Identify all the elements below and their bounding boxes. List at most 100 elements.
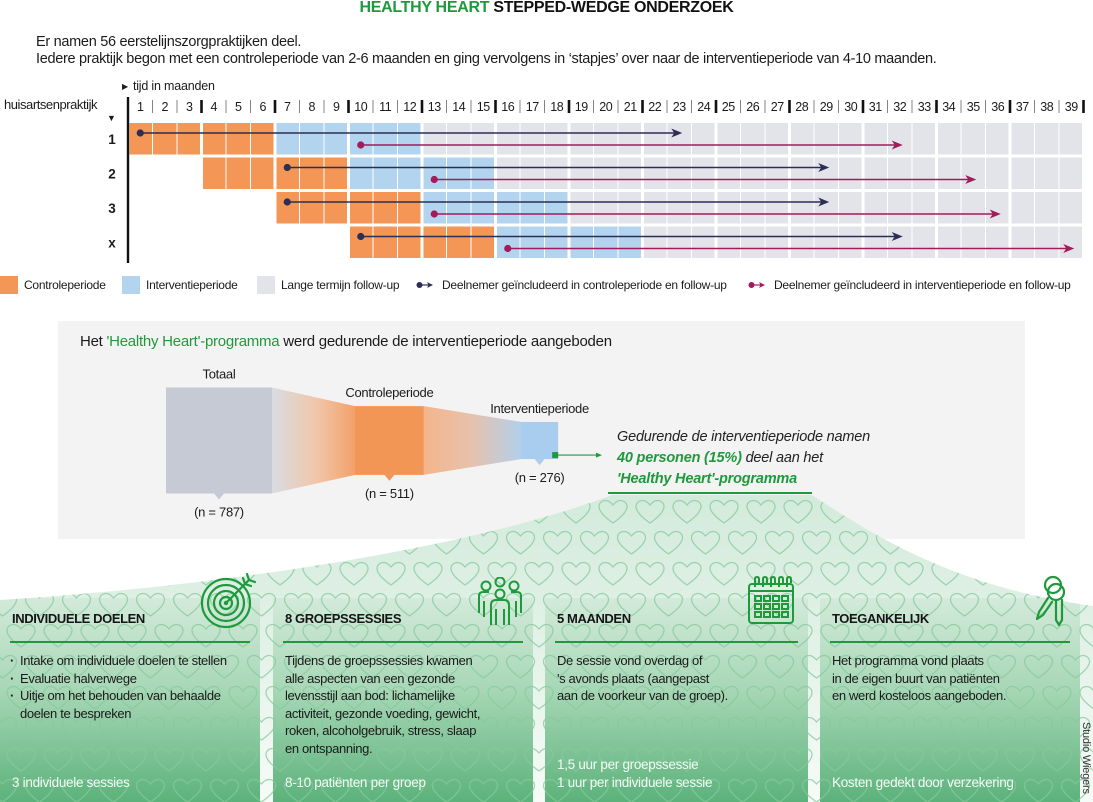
cell-followup [545,157,568,189]
cell-control [226,123,250,155]
control-participant-arrowhead [818,197,830,207]
cell-control [226,157,250,189]
cell-followup [644,123,667,155]
funnel-count-label: (n = 511) [365,486,414,501]
card-body: Tijdens de groepssessies kwamen alle asp… [285,652,527,757]
cell-intervention [324,123,347,155]
month-separator [911,100,913,113]
control-participant-start-dot [357,232,365,241]
cell-followup [765,123,788,155]
month-label: 1 [137,100,144,114]
cell-intervention [447,192,471,224]
bullet-item: Uitje om het behouden van behaalde doele… [10,687,252,722]
month-separator [887,100,888,113]
panel-heading: Het 'Healthy Heart'-programma werd gedur… [80,333,612,351]
card-divider [10,641,250,643]
cell-control [203,157,226,189]
month-label: 21 [624,100,638,114]
intervention-participant-arrowhead [989,209,1001,219]
cell-followup [520,123,544,155]
cell-followup [912,226,935,258]
group-separator [420,100,424,113]
cell-control [153,123,177,155]
legend-intervention-participant: Deelnemer geïncludeerd in interventieper… [748,276,1071,294]
card-individual-goals: INDIVIDUELE DOELEN Intake om individuele… [0,572,260,802]
practice-axis-label: huisartsenpraktijk [4,97,98,112]
cell-followup [520,157,544,189]
funnel-transition [272,387,355,494]
month-separator [1058,100,1060,113]
intervention-participant-arrowhead [965,175,977,184]
cell-intervention [471,192,494,224]
cell-control [447,226,471,258]
funnel-box-total [166,387,272,494]
card-body: Het programma vond plaats in de eigen bu… [832,652,1074,705]
intro-line: Iedere praktijk begon met een controlepe… [36,51,937,67]
group-separator [347,100,350,113]
cell-intervention [618,226,641,258]
cell-followup [692,123,715,155]
cell-intervention [594,226,618,258]
cell-control [350,192,373,224]
month-label: 8 [308,100,315,114]
card-footer: Kosten gedekt door verzekering [832,774,1014,792]
cell-intervention [497,192,520,224]
cell-followup [864,192,887,224]
cell-followup [961,226,985,258]
body-line: De sessie vond overdag of [557,653,703,668]
month-separator [225,100,227,113]
cell-followup [1011,123,1034,155]
group-separator [714,100,718,113]
card-accessible: TOEGANKELIJK Het programma vond plaats i… [820,575,1080,802]
control-participant-start-dot [283,198,291,206]
month-label: 23 [673,100,687,114]
cell-followup [888,157,912,189]
time-axis-text: tijd in maanden [132,79,215,93]
cell-followup [765,192,788,224]
month-label: 33 [918,100,932,114]
cell-control [251,123,274,155]
cell-followup [791,226,814,258]
footer-line: 8-10 patiënten per groep [285,774,426,790]
cell-followup [814,226,838,258]
month-label: 32 [893,100,907,114]
cell-followup [741,157,765,189]
row-label: x [108,235,116,250]
month-label: 14 [452,100,466,114]
body-line: aan de voorkeur van de groep). [557,688,728,703]
cell-followup [1059,123,1082,155]
cell-control [373,226,397,258]
month-separator [544,100,545,113]
month-label: 13 [428,100,442,114]
cell-followup [864,157,887,189]
cell-followup [765,226,788,258]
cell-intervention [423,157,446,189]
cell-followup [765,157,788,189]
legend-swatch-control [0,276,18,294]
group-separator [494,100,497,113]
funnel-pointer [214,493,224,500]
connector-square [552,452,559,459]
cell-control [177,123,200,155]
month-label: 31 [869,100,883,114]
footer-line: 1 uur per individuele sessie [557,774,713,790]
group-separator [861,100,865,113]
cell-intervention [300,123,324,155]
body-line: Het programma vond plaats [832,653,984,668]
legend-label: Interventieperiode [146,278,238,292]
cell-followup [692,226,715,258]
cell-followup [594,157,618,189]
participant-funnel: Totaal (n = 787) Controleperiode (n = 511) I… [166,367,602,520]
footer-line: 3 individuele sessies [12,774,130,790]
legend-label: Controleperiode [24,278,106,292]
funnel-count-label: (n = 276) [515,470,565,485]
intro-text: Er namen 56 eerstelijnszorgpraktijken de… [36,34,937,68]
cell-intervention [545,226,568,258]
legend-swatch-intervention [122,276,140,294]
cell-followup [912,123,935,155]
month-label: 10 [354,100,368,114]
page-title: HEALTHY HEART STEPPED-WEDGE ONDERZOEK [0,0,1093,17]
card-body: De sessie vond overdag of 's avonds plaa… [557,652,802,705]
callout-line: Gedurende de interventieperiode namen [617,429,870,445]
callout-underline [608,492,812,494]
